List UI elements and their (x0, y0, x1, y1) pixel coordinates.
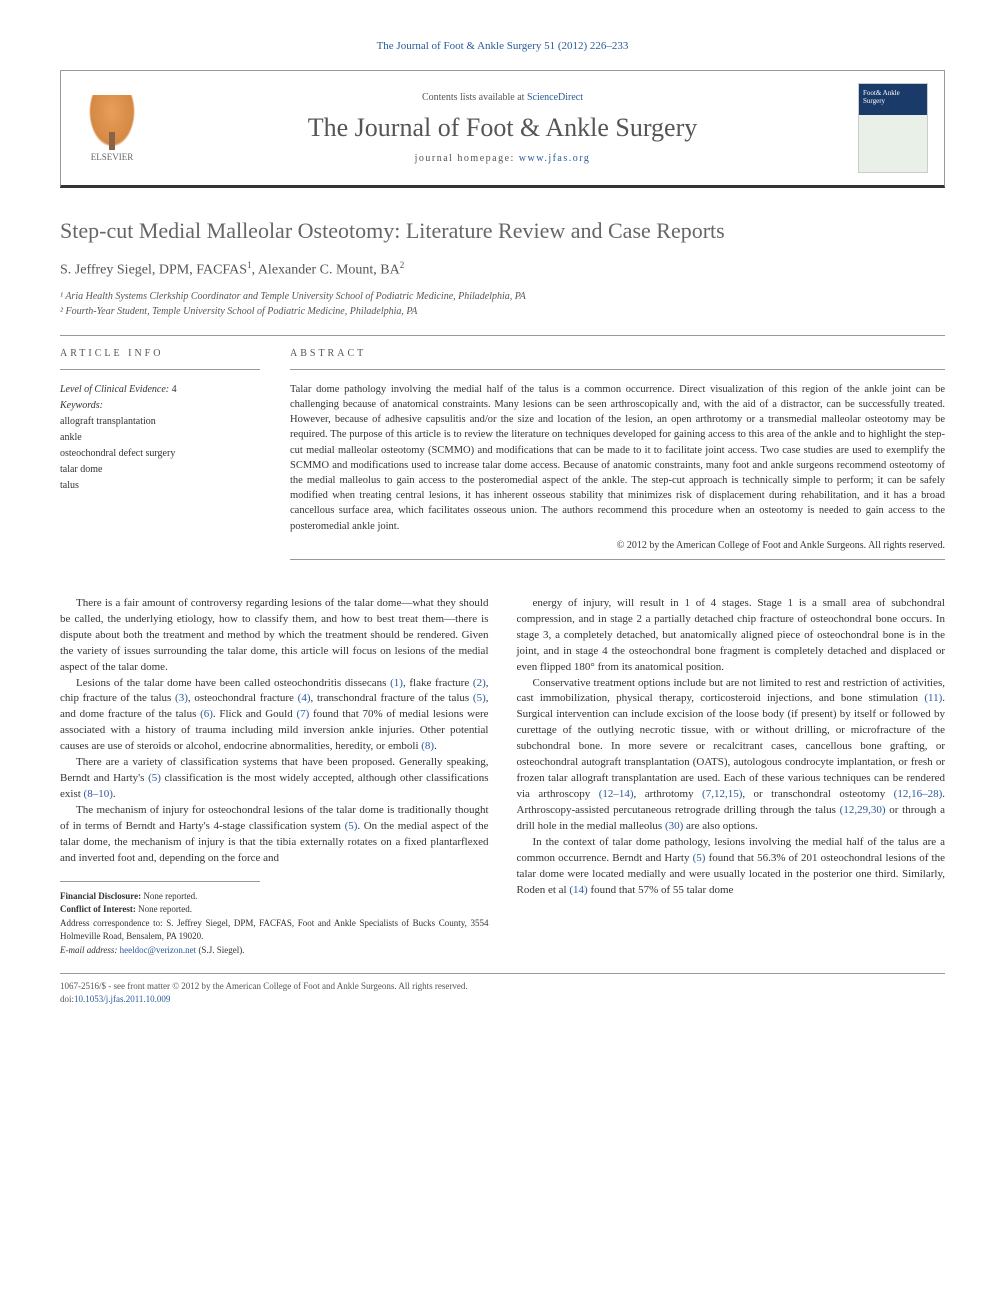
author-2: Alexander C. Mount, BA (258, 263, 400, 278)
body-paragraph: energy of injury, will result in 1 of 4 … (517, 596, 946, 676)
journal-cover-thumbnail: Foot& Ankle Surgery (858, 83, 928, 173)
author-2-sup: 2 (400, 260, 405, 270)
contents-line: Contents lists available at ScienceDirec… (163, 92, 842, 103)
body-paragraph: There is a fair amount of controversy re… (60, 596, 489, 676)
author-1: S. Jeffrey Siegel, DPM, FACFAS (60, 263, 247, 278)
abstract-label: ABSTRACT (290, 348, 945, 359)
body-paragraph: The mechanism of injury for osteochondra… (60, 803, 489, 867)
divider (290, 369, 945, 370)
journal-title: The Journal of Foot & Ankle Surgery (163, 113, 842, 143)
footnote-divider (60, 881, 260, 882)
conflict-label: Conflict of Interest: (60, 904, 136, 914)
elsevier-tree-icon (87, 95, 137, 150)
email-suffix: (S.J. Siegel). (196, 945, 244, 955)
evidence-label: Level of Clinical Evidence: (60, 384, 169, 395)
journal-header: The Journal of Foot & Ankle Surgery 51 (… (60, 40, 945, 52)
homepage-prefix: journal homepage: (415, 153, 519, 164)
financial-disclosure-value: None reported. (141, 891, 197, 901)
correspondence-address: Address correspondence to: S. Jeffrey Si… (60, 917, 489, 944)
conflict-value: None reported. (136, 904, 192, 914)
keyword-item: osteochondral defect surgery (60, 446, 260, 462)
body-columns: There is a fair amount of controversy re… (60, 596, 945, 957)
body-column-left: There is a fair amount of controversy re… (60, 596, 489, 957)
abstract-column: ABSTRACT Talar dome pathology involving … (290, 348, 945, 572)
authors-line: S. Jeffrey Siegel, DPM, FACFAS1, Alexand… (60, 260, 945, 279)
affiliations: ¹ Aria Health Systems Clerkship Coordina… (60, 289, 945, 319)
article-info-column: ARTICLE INFO Level of Clinical Evidence:… (60, 348, 260, 572)
divider (60, 369, 260, 370)
keyword-item: allograft transplantation (60, 414, 260, 430)
abstract-copyright: © 2012 by the American College of Foot a… (290, 540, 945, 551)
page-footer: 1067-2516/$ - see front matter © 2012 by… (60, 980, 945, 1005)
divider (60, 335, 945, 336)
doi-prefix: doi: (60, 994, 74, 1004)
affiliation-2: ² Fourth-Year Student, Temple University… (60, 304, 945, 319)
keyword-item: ankle (60, 430, 260, 446)
evidence-value: 4 (169, 384, 177, 395)
divider (290, 559, 945, 560)
keyword-item: talar dome (60, 462, 260, 478)
homepage-line: journal homepage: www.jfas.org (163, 153, 842, 164)
body-paragraph: In the context of talar dome pathology, … (517, 835, 946, 899)
financial-disclosure-label: Financial Disclosure: (60, 891, 141, 901)
article-info-content: Level of Clinical Evidence: 4 Keywords: … (60, 382, 260, 494)
homepage-link[interactable]: www.jfas.org (519, 153, 591, 164)
info-abstract-row: ARTICLE INFO Level of Clinical Evidence:… (60, 348, 945, 572)
footnotes: Financial Disclosure: None reported. Con… (60, 890, 489, 958)
email-link[interactable]: heeldoc@verizon.net (117, 945, 196, 955)
abstract-text: Talar dome pathology involving the media… (290, 382, 945, 534)
keyword-item: talus (60, 478, 260, 494)
keywords-label: Keywords: (60, 398, 260, 414)
banner-center: Contents lists available at ScienceDirec… (163, 92, 842, 164)
body-column-right: energy of injury, will result in 1 of 4 … (517, 596, 946, 957)
journal-banner: ELSEVIER Contents lists available at Sci… (60, 70, 945, 188)
body-paragraph: Lesions of the talar dome have been call… (60, 676, 489, 756)
article-info-label: ARTICLE INFO (60, 348, 260, 359)
doi-link[interactable]: 10.1053/j.jfas.2011.10.009 (74, 994, 170, 1004)
elsevier-logo: ELSEVIER (77, 88, 147, 168)
cover-thumb-title: Foot& Ankle Surgery (863, 90, 923, 105)
elsevier-label: ELSEVIER (91, 152, 134, 162)
footer-copyright: 1067-2516/$ - see front matter © 2012 by… (60, 980, 945, 993)
body-paragraph: There are a variety of classification sy… (60, 755, 489, 803)
page-footer-divider (60, 973, 945, 974)
body-paragraph: Conservative treatment options include b… (517, 676, 946, 835)
contents-prefix: Contents lists available at (422, 92, 527, 103)
affiliation-1: ¹ Aria Health Systems Clerkship Coordina… (60, 289, 945, 304)
article-title: Step-cut Medial Malleolar Osteotomy: Lit… (60, 218, 945, 244)
sciencedirect-link[interactable]: ScienceDirect (527, 92, 583, 103)
email-label: E-mail address: (60, 945, 117, 955)
